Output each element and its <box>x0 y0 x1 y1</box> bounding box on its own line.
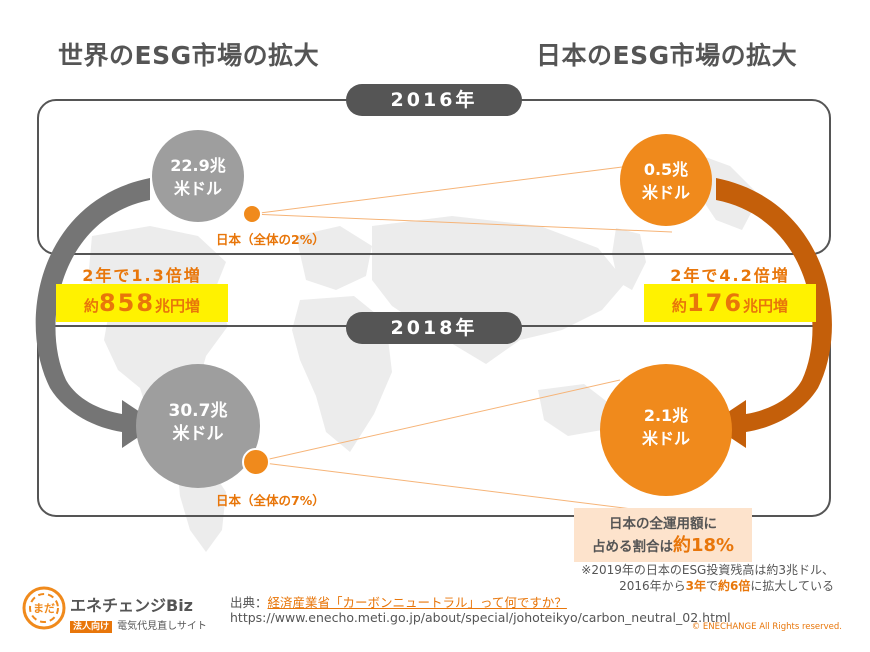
footnote-years: 3年 <box>685 579 706 593</box>
japan-2018-amount: 2.1兆 <box>643 406 689 425</box>
copyright: © ENECHANGE All Rights reserved. <box>691 622 842 632</box>
share-box-prefix: 占める割合は <box>591 539 673 555</box>
footnote-multiple: 約6倍 <box>717 579 751 593</box>
brand-subtitle-row: 法人向け 電気代見直しサイト <box>70 614 207 633</box>
world-2016-unit: 米ドル <box>173 179 222 198</box>
source-label: 出典： <box>230 595 268 610</box>
japan-growth-rate: 2年で4.2倍増 <box>670 266 790 285</box>
footnote: ※2019年の日本のESG投資残高は約3兆ドル、 2016年から3年で約6倍に拡… <box>581 562 834 594</box>
world-title: 世界のESG市場の拡大 <box>58 41 320 70</box>
world-2018-value: 30.7兆 米ドル <box>146 400 250 446</box>
brand-name: エネチェンジBiz <box>70 596 193 615</box>
brand-tag: 法人向け <box>70 621 113 633</box>
japan-growth-amount: 約176兆円増 <box>644 284 816 322</box>
world-growth-arrow <box>35 178 158 448</box>
world-growth-unit: 兆円増 <box>155 297 201 315</box>
japan-share-dot-2016 <box>242 204 262 224</box>
world-growth-prefix: 約 <box>83 297 99 315</box>
connector-2018-bottom <box>255 461 641 511</box>
japan-share-box: 日本の全運用額に 占める割合は約18% <box>574 508 752 562</box>
brand-logo-icon <box>22 586 66 630</box>
connector-2016-bottom <box>251 213 673 233</box>
connector-2018-top <box>255 379 621 463</box>
brand-subtitle: 電気代見直しサイト <box>117 621 207 632</box>
world-2016-amount: 22.9兆 <box>170 156 226 175</box>
year-2016-label: 2016年 <box>346 84 522 116</box>
japan-2016-circle <box>620 134 712 226</box>
footnote-mid: で <box>705 579 718 593</box>
world-growth-number: 858 <box>98 289 156 317</box>
japan-share-2016-label: 日本（全体の2%） <box>216 232 325 247</box>
world-growth-amount: 約858兆円増 <box>56 284 228 322</box>
japan-growth-unit: 兆円増 <box>743 297 789 315</box>
connector-2016-top <box>251 165 631 215</box>
footnote-line2: 2016年から3年で約6倍に拡大している <box>581 578 834 594</box>
brand-logo-text: まだ <box>33 602 55 615</box>
japan-2018-circle <box>600 364 732 496</box>
japan-growth-prefix: 約 <box>671 297 687 315</box>
source-line: 出典：経済産業省「カーボンニュートラル」って何ですか？ <box>230 592 567 611</box>
world-growth-rate: 2年で1.3倍増 <box>82 266 202 285</box>
japan-growth-arrow <box>710 178 832 448</box>
japan-share-dot-2018 <box>242 448 270 476</box>
world-2016-value: 22.9兆 米ドル <box>152 154 244 200</box>
world-2016-circle <box>152 130 244 222</box>
japan-2016-unit: 米ドル <box>641 183 690 202</box>
japan-title: 日本のESG市場の拡大 <box>536 41 798 70</box>
japan-2018-value: 2.1兆 米ドル <box>614 404 718 450</box>
source-url[interactable]: https://www.enecho.meti.go.jp/about/spec… <box>230 610 731 625</box>
source-link[interactable]: 経済産業省「カーボンニュートラル」って何ですか？ <box>267 595 567 610</box>
japan-2016-amount: 0.5兆 <box>643 160 689 179</box>
footnote-line1: ※2019年の日本のESG投資残高は約3兆ドル、 <box>581 563 834 577</box>
share-box-line1: 日本の全運用額に <box>609 516 717 532</box>
japan-growth-number: 176 <box>686 289 744 317</box>
share-box-line2: 占める割合は約18% <box>574 535 752 558</box>
world-2018-unit: 米ドル <box>172 424 224 444</box>
share-box-percent: 約18% <box>672 535 735 556</box>
footnote-prefix: 2016年から <box>619 579 686 593</box>
world-2018-circle <box>136 364 260 488</box>
japan-share-2018-label: 日本（全体の7%） <box>216 493 325 508</box>
japan-2016-value: 0.5兆 米ドル <box>620 158 712 204</box>
japan-2018-unit: 米ドル <box>641 429 690 448</box>
year-2018-label: 2018年 <box>346 312 522 344</box>
footnote-suffix: に拡大している <box>750 579 834 593</box>
world-2018-amount: 30.7兆 <box>168 401 228 421</box>
